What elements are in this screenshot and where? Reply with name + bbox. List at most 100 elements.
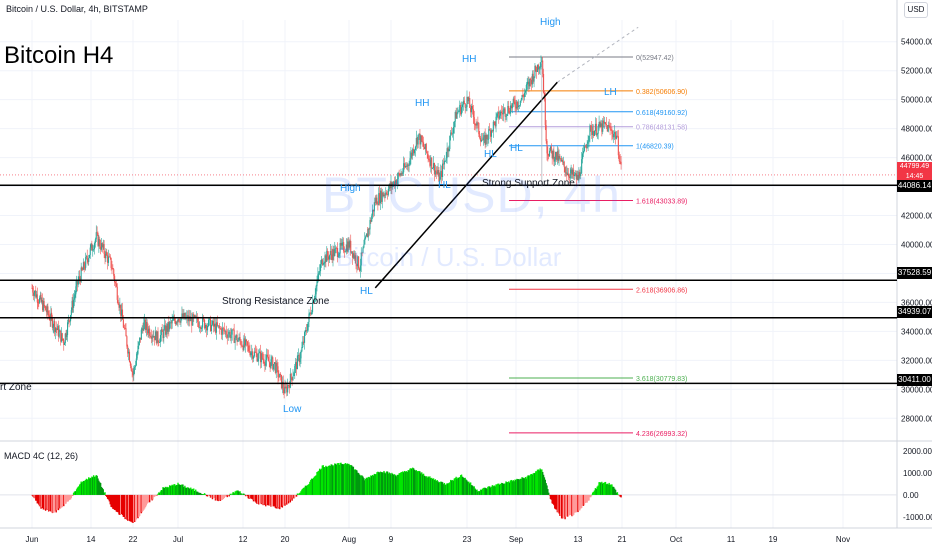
macd-bar	[113, 494, 116, 510]
candle-body	[480, 137, 482, 142]
time-tick-label: 22	[129, 535, 138, 544]
macd-bar	[342, 464, 344, 495]
candle-body	[143, 322, 145, 331]
candle-body	[427, 154, 429, 159]
macd-bar	[139, 494, 142, 513]
macd-bar	[533, 472, 535, 495]
candle-body	[112, 268, 114, 270]
macd-bar	[457, 477, 459, 495]
candle-body	[181, 313, 183, 318]
candle-body	[500, 111, 502, 116]
macd-bar	[536, 469, 539, 495]
macd-bar	[462, 477, 465, 495]
candle-body	[277, 366, 279, 378]
macd-bar	[261, 494, 263, 504]
candle-body	[274, 362, 276, 373]
candle-body	[541, 60, 543, 63]
macd-bar	[500, 482, 503, 495]
candle-body	[603, 120, 605, 124]
macd-bar	[513, 481, 515, 495]
macd-bar	[317, 471, 319, 495]
macd-bar	[321, 465, 324, 495]
macd-bar	[366, 478, 369, 495]
candle-body	[52, 326, 54, 328]
candle-body	[510, 105, 512, 114]
time-tick-label: 21	[618, 535, 627, 544]
macd-bar	[318, 470, 320, 495]
candle-body	[189, 316, 191, 322]
candle-body	[443, 160, 445, 165]
macd-bar	[85, 478, 88, 495]
candle-body	[605, 124, 607, 126]
macd-bar	[32, 494, 34, 497]
macd-bar	[575, 494, 577, 513]
macd-bar	[330, 464, 332, 495]
fibonacci-levels: 0(52947.42) 0.382(50606.90) 0.618(49160.92…	[509, 55, 687, 438]
macd-bar	[294, 494, 296, 498]
candle-body	[598, 121, 600, 127]
candle-body	[468, 97, 470, 102]
candle-body	[518, 105, 520, 107]
macd-bar	[245, 494, 248, 496]
macd-bar	[243, 493, 245, 495]
macd-bar	[307, 484, 309, 495]
candle-body	[254, 351, 256, 353]
candle-body	[126, 336, 128, 347]
macd-bar	[246, 494, 249, 497]
candle-body	[290, 373, 292, 378]
candle-body	[487, 138, 489, 140]
macd-bar	[162, 487, 164, 495]
candle-body	[161, 329, 163, 332]
candle-body	[289, 373, 291, 388]
macd-bar	[480, 489, 483, 495]
macd-bar	[66, 494, 68, 502]
candle-body	[32, 292, 35, 296]
macd-bar	[334, 463, 337, 495]
candle-body	[614, 132, 616, 135]
macd-bar	[569, 494, 571, 515]
candle-body	[86, 256, 88, 260]
symbol-header[interactable]: Bitcoin / U.S. Dollar, 4h, BITSTAMP	[6, 4, 148, 14]
candle-body	[250, 352, 252, 356]
candle-body	[582, 153, 584, 160]
candle-body	[499, 115, 501, 119]
macd-bar	[109, 494, 111, 505]
candle-body	[520, 99, 522, 101]
candle-body	[328, 255, 330, 260]
candle-body	[218, 325, 220, 329]
candle-body	[302, 341, 304, 348]
candle-body	[422, 141, 424, 143]
time-tick-label: 20	[281, 535, 290, 544]
candle-body	[472, 109, 474, 118]
candle-body	[78, 276, 80, 281]
candle-body	[296, 355, 298, 370]
macd-bar	[259, 494, 262, 504]
currency-button[interactable]: USD	[904, 2, 928, 18]
macd-bar	[472, 486, 475, 495]
macd-bar	[543, 477, 546, 495]
candle-body	[533, 76, 535, 82]
macd-bar	[92, 477, 94, 495]
macd-bar	[95, 475, 97, 495]
macd-bar	[612, 486, 614, 495]
candle-body	[106, 251, 108, 256]
macd-bar	[455, 476, 457, 495]
candle-body	[398, 173, 400, 175]
macd-bar	[552, 494, 554, 504]
macd-bar	[74, 491, 76, 495]
macd-bar	[430, 478, 432, 495]
candle-body	[357, 256, 359, 267]
time-tick-label: Nov	[836, 535, 850, 544]
macd-bar	[180, 484, 182, 495]
macd-bar	[372, 475, 375, 495]
macd-bar	[383, 470, 385, 495]
macd-bar	[352, 466, 355, 495]
candle-body	[540, 62, 542, 68]
candle-body	[438, 170, 440, 182]
candle-body	[549, 146, 551, 151]
candle-body	[191, 317, 193, 326]
candle-body	[459, 105, 461, 112]
candle-body	[536, 64, 539, 72]
candle-body	[60, 330, 62, 342]
